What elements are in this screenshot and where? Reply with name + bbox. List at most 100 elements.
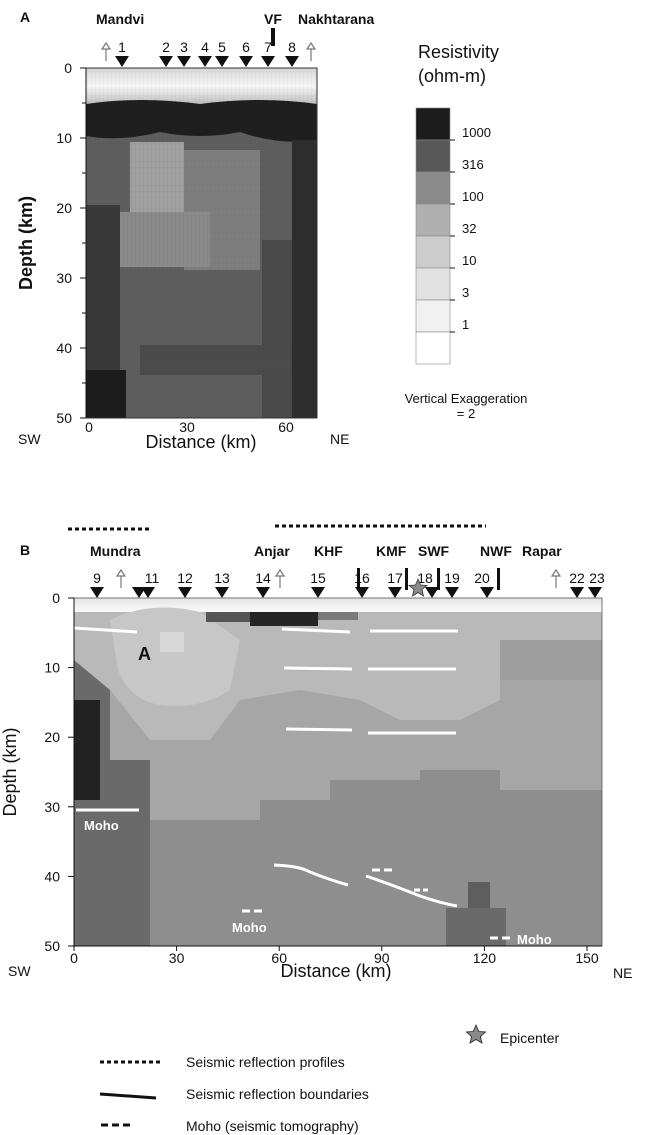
panel-b-y-tick-label: 30: [44, 799, 60, 815]
panel-a-station-marker: [239, 56, 253, 67]
panel-b-station-marker: [355, 587, 369, 598]
panel-b-station-marker: [425, 587, 439, 598]
panel-b-label-nwf: NWF: [480, 543, 512, 559]
panel-b-station-marker: [141, 587, 155, 598]
panel-b-station-number: 16: [354, 570, 370, 586]
panel-b-x-tick-label: 30: [169, 950, 185, 966]
legend-epicenter-label: Epicenter: [500, 1030, 559, 1046]
panel-a-station-number: 4: [201, 39, 209, 55]
exaggeration-line2: = 2: [457, 406, 475, 421]
panel-b-y-tick-label: 0: [52, 590, 60, 606]
panel-b-epicenter-star: [407, 577, 429, 597]
panel-b-moho-label-3: Moho: [517, 932, 552, 947]
panel-b-x-right-end: NE: [613, 965, 632, 981]
panel-b: B Mundra Anjar KHF KMF SWF NWF Rapar 9 11…: [0, 524, 632, 981]
panel-a-x-right-end: NE: [330, 431, 349, 447]
panel-a-label-nakhtarana: Nakhtarana: [298, 11, 374, 27]
panel-b-station-marker: [588, 587, 602, 598]
panel-b-station-marker: [90, 587, 104, 598]
panel-b-station-number: 17: [387, 570, 403, 586]
panel-b-station-marker: [388, 587, 402, 598]
panel-a-y-tick-label: 40: [56, 340, 72, 356]
panel-a-station-marker: [198, 56, 212, 67]
panel-a-x-axis-label: Distance (km): [145, 432, 256, 452]
panel-a-y-axis-label: Depth (km): [16, 196, 36, 290]
legend-boundary-symbol: [99, 1092, 157, 1100]
panel-b-resistivity-section: [74, 598, 602, 946]
panel-a-y-tick-label: 0: [64, 60, 72, 76]
panel-a-y-axis: 0 10 20 30 40 50 Depth (km): [16, 60, 87, 426]
exaggeration-line1: Vertical Exaggeration: [405, 391, 528, 406]
panel-a-x-tick-label: 60: [278, 419, 294, 435]
colorbar-level-label: 32: [462, 221, 476, 236]
panel-a-letter: A: [20, 9, 30, 25]
panel-b-up-arrow-icon: [115, 568, 127, 588]
panel-b-station-number: 19: [444, 570, 460, 586]
panel-a-station-number: 1: [118, 39, 126, 55]
panel-a-station-number: 5: [218, 39, 226, 55]
panel-a-up-arrow-icon: [100, 41, 112, 61]
panel-a-station-number: 8: [288, 39, 296, 55]
colorbar-swatch: [415, 203, 451, 237]
panel-a-label-vf: VF: [264, 11, 282, 27]
panel-a-station-marker: [115, 56, 129, 67]
colorbar-level-label: 100: [462, 189, 484, 204]
panel-b-station-number: 13: [214, 570, 230, 586]
panel-b-label-mundra: Mundra: [90, 543, 141, 559]
panel-a-resistivity-section: [85, 67, 318, 419]
colorbar-level-label: 10: [462, 253, 476, 268]
colorbar-swatch: [415, 139, 451, 173]
colorbar-swatch: [415, 267, 451, 301]
panel-b-up-arrow-icon: [274, 568, 286, 588]
panel-b-station-number: 15: [310, 570, 326, 586]
colorbar-level-label: 1000: [462, 125, 491, 140]
panel-a-station-number: 7: [264, 39, 272, 55]
panel-b-label-rapar: Rapar: [522, 543, 562, 559]
colorbar: Resistivity (ohm-m) 1000 316 100 32 10 3 1 Ver…: [405, 42, 528, 421]
panel-b-x-tick-label: 90: [374, 950, 390, 966]
panel-b-label-anjar: Anjar: [254, 543, 290, 559]
panel-b-moho-tomography-dashes: [242, 868, 512, 940]
colorbar-swatch: [415, 107, 451, 141]
panel-b-x-tick-label: 150: [575, 950, 599, 966]
panel-b-y-axis: 0 10 20 30 40 50 Depth (km): [0, 590, 75, 954]
colorbar-swatch: [415, 171, 451, 205]
panel-b-station-number: 12: [177, 570, 193, 586]
panel-b-anomaly-label: A: [138, 644, 151, 664]
panel-a-y-tick-label: 50: [56, 410, 72, 426]
panel-b-reflection-boundaries: [73, 626, 458, 908]
panel-b-label-khf: KHF: [314, 543, 343, 559]
panel-b-station-number: 23: [589, 570, 605, 586]
panel-b-station-number: 9: [93, 570, 101, 586]
panel-a-y-tick-label: 30: [56, 270, 72, 286]
colorbar-swatch: [415, 235, 451, 269]
colorbar-title-line1: Resistivity: [418, 42, 499, 62]
legend: Epicenter Seismic reflection profiles Se…: [99, 1023, 559, 1134]
panel-b-station-marker: [256, 587, 270, 598]
panel-b-station-marker: [132, 587, 146, 598]
panel-a-station-marker: [159, 56, 173, 67]
panel-a-station-number: 2: [162, 39, 170, 55]
panel-b-x-tick-label: 120: [473, 950, 497, 966]
colorbar-swatch: [415, 299, 451, 333]
panel-b-station-marker: [178, 587, 192, 598]
colorbar-swatch: [415, 331, 451, 365]
panel-b-label-kmf: KMF: [376, 543, 407, 559]
panel-b-up-arrow-icon: [550, 568, 562, 588]
panel-b-fault-markers: [357, 568, 500, 590]
panel-b-station-number: 22: [569, 570, 585, 586]
panel-b-x-left-end: SW: [8, 963, 31, 979]
panel-b-x-axis-label: Distance (km): [280, 961, 391, 981]
panel-b-station-number: 20: [474, 570, 490, 586]
legend-epicenter-star: [465, 1023, 487, 1044]
panel-b-letter: B: [20, 542, 30, 558]
panel-b-y-tick-label: 50: [44, 938, 60, 954]
legend-moho-label: Moho (seismic tomography): [186, 1118, 359, 1134]
panel-b-moho-label-2: Moho: [232, 920, 267, 935]
panel-b-station-number: 14: [255, 570, 271, 586]
panel-a-station-marker: [215, 56, 229, 67]
panel-a-station-marker: [261, 56, 275, 67]
